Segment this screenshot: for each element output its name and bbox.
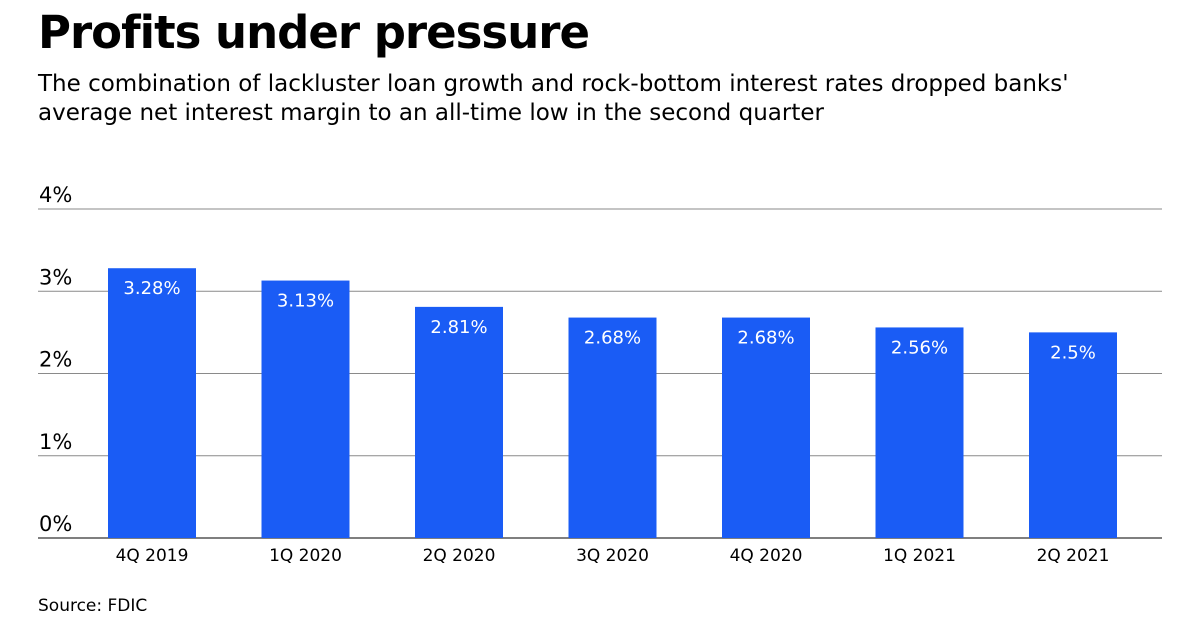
x-tick-label: 2Q 2021 [1037, 546, 1110, 566]
y-tick-label: 3% [39, 265, 72, 289]
y-tick-label: 1% [39, 430, 72, 454]
bar-data-label: 2.5% [1050, 342, 1096, 363]
bar-data-label: 2.56% [891, 337, 948, 358]
chart-title: Profits under pressure [38, 6, 590, 59]
bar [568, 317, 657, 538]
x-tick-label: 2Q 2020 [423, 546, 496, 566]
bar [722, 317, 810, 538]
bar-data-label: 2.68% [584, 328, 641, 349]
bar [875, 327, 964, 538]
bar-data-label: 3.13% [277, 291, 334, 312]
x-tick-label: 3Q 2020 [576, 546, 649, 566]
chart-subtitle: The combination of lackluster loan growt… [38, 71, 1069, 126]
source-note: Source: FDIC [38, 596, 148, 616]
y-tick-label: 0% [39, 512, 72, 536]
bar [261, 280, 350, 538]
y-tick-label: 4% [39, 183, 72, 207]
x-tick-label: 4Q 2020 [730, 546, 803, 566]
bar-data-label: 2.81% [430, 317, 487, 338]
bar [415, 306, 503, 538]
bar [108, 268, 196, 538]
bar-data-label: 3.28% [123, 278, 180, 299]
x-tick-label: 1Q 2021 [883, 546, 956, 566]
bar [1029, 332, 1117, 538]
x-tick-label: 1Q 2020 [269, 546, 342, 566]
y-tick-label: 2% [39, 348, 72, 372]
bar-data-label: 2.68% [737, 328, 794, 349]
x-tick-label: 4Q 2019 [116, 546, 189, 566]
